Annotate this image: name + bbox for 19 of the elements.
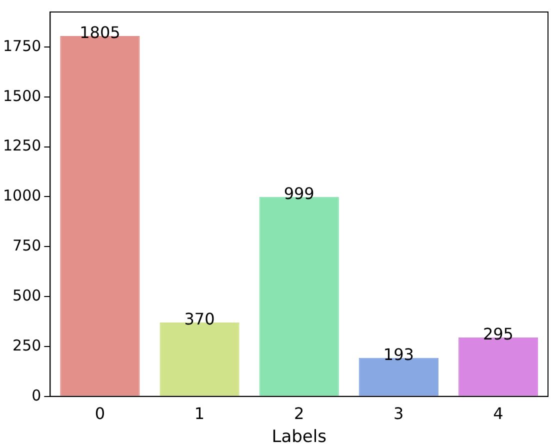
y-tick-label: 1250 bbox=[2, 136, 42, 155]
data-label: 295 bbox=[482, 324, 514, 344]
y-tick-label: 1000 bbox=[2, 186, 42, 205]
y-tick-label: 0 bbox=[32, 386, 42, 404]
y-tick-label: 1750 bbox=[2, 36, 42, 55]
x-tick-label: 2 bbox=[294, 404, 304, 424]
x-tick-label: 4 bbox=[493, 404, 504, 424]
x-tick-label: 3 bbox=[394, 404, 404, 424]
y-tick-label: 250 bbox=[12, 336, 42, 354]
y-tick-label: 1500 bbox=[2, 86, 42, 105]
x-tick-label: 0 bbox=[94, 404, 106, 424]
data-label: 193 bbox=[383, 345, 414, 364]
data-label: 370 bbox=[184, 310, 215, 329]
y-tick-label: 500 bbox=[12, 286, 42, 304]
data-label: 1805 bbox=[80, 23, 120, 42]
x-axis-title: Labels bbox=[272, 427, 327, 448]
y-tick-label: 750 bbox=[12, 236, 42, 255]
data-label: 999 bbox=[284, 184, 314, 204]
x-tick-label: 1 bbox=[194, 404, 205, 424]
